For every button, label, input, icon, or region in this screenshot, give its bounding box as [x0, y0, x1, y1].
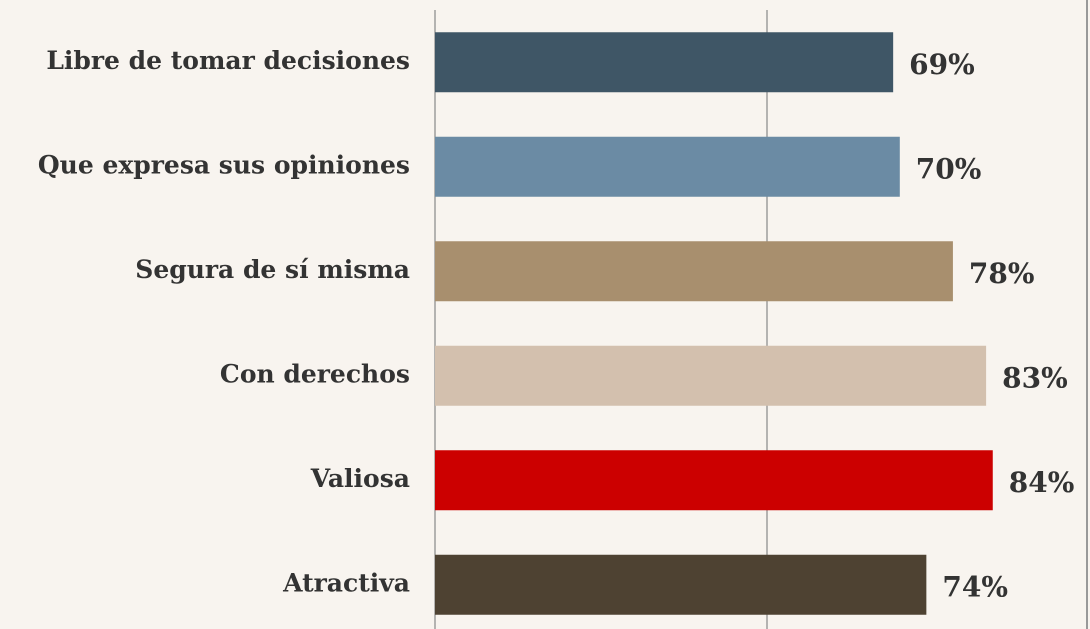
category-label: Valiosa: [310, 464, 410, 493]
value-label: 74%: [942, 570, 1008, 603]
value-label: 70%: [916, 152, 982, 185]
value-label: 84%: [1009, 466, 1075, 499]
category-label: Con derechos: [220, 359, 410, 388]
bar: [435, 32, 894, 93]
bar: [435, 136, 900, 197]
category-label: Libre de tomar decisiones: [46, 46, 410, 75]
category-label: Segura de sí misma: [135, 255, 410, 284]
value-label: 78%: [969, 257, 1035, 290]
value-label: 83%: [1002, 361, 1068, 394]
bar: [435, 450, 993, 511]
bar: [435, 345, 987, 406]
bar: [435, 554, 927, 615]
category-label: Que expresa sus opiniones: [38, 150, 410, 179]
bar: [435, 241, 953, 302]
category-label: Atractiva: [282, 568, 410, 597]
value-label: 69%: [909, 48, 975, 81]
